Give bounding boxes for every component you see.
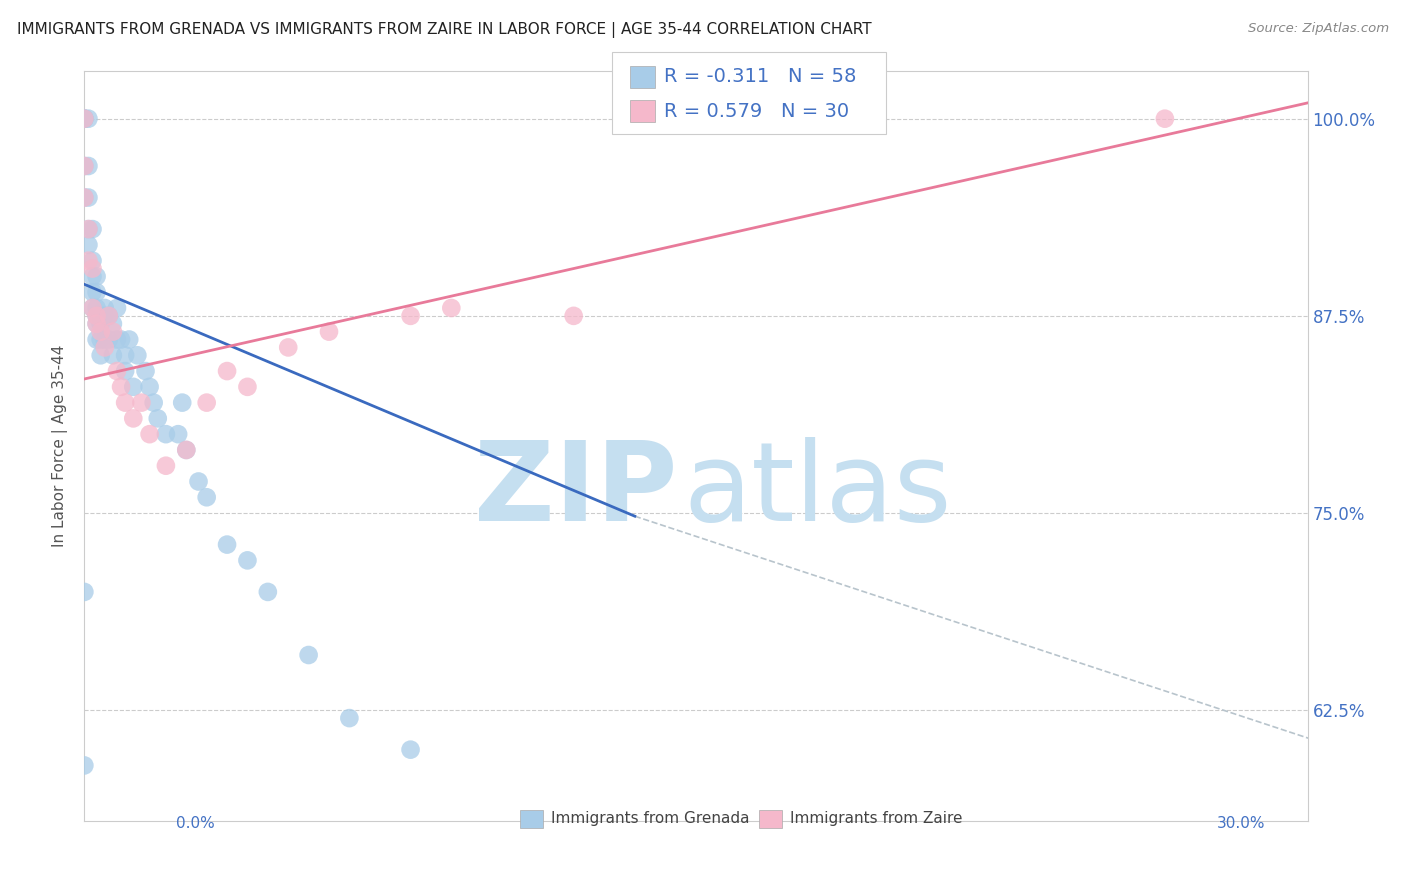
Point <box>77 238 100 252</box>
Point <box>90 309 112 323</box>
Point <box>195 490 218 504</box>
Point <box>86 317 108 331</box>
Point <box>77 112 100 126</box>
Point <box>73 112 96 126</box>
Point <box>122 380 145 394</box>
Point <box>277 340 299 354</box>
Text: R = 0.579   N = 30: R = 0.579 N = 30 <box>664 102 849 120</box>
Point <box>93 340 115 354</box>
Point <box>101 348 124 362</box>
Point <box>146 411 169 425</box>
Point <box>86 333 108 347</box>
Point <box>77 190 100 204</box>
Point <box>155 458 177 473</box>
Point <box>77 159 100 173</box>
Point <box>318 325 340 339</box>
Point <box>73 190 96 204</box>
Point <box>114 395 136 409</box>
Point <box>73 758 96 772</box>
Point <box>82 269 104 284</box>
Point <box>135 364 157 378</box>
Point <box>90 325 112 339</box>
Point <box>97 333 120 347</box>
Point <box>257 585 280 599</box>
Point <box>298 648 321 662</box>
Point <box>105 301 128 315</box>
Point <box>399 742 422 756</box>
Point <box>86 301 108 315</box>
Point <box>86 309 108 323</box>
Text: Immigrants from Grenada: Immigrants from Grenada <box>551 812 749 826</box>
Point <box>73 190 96 204</box>
Point <box>82 261 104 276</box>
Point <box>187 475 209 489</box>
Point <box>73 112 96 126</box>
Point <box>236 380 259 394</box>
Point <box>90 333 112 347</box>
Point <box>339 711 361 725</box>
Point <box>82 253 104 268</box>
Point <box>114 364 136 378</box>
Point <box>562 309 585 323</box>
Point <box>138 427 160 442</box>
Point <box>93 309 115 323</box>
Point <box>86 317 108 331</box>
Point <box>172 395 194 409</box>
Point <box>105 364 128 378</box>
Point <box>118 333 141 347</box>
Point <box>217 538 239 552</box>
Point <box>93 333 115 347</box>
Text: 30.0%: 30.0% <box>1218 816 1265 831</box>
Point <box>86 269 108 284</box>
Point <box>105 333 128 347</box>
Text: IMMIGRANTS FROM GRENADA VS IMMIGRANTS FROM ZAIRE IN LABOR FORCE | AGE 35-44 CORR: IMMIGRANTS FROM GRENADA VS IMMIGRANTS FR… <box>17 22 872 38</box>
Point <box>174 442 197 457</box>
Point <box>77 222 100 236</box>
Point <box>101 317 124 331</box>
Point <box>73 112 96 126</box>
Text: ZIP: ZIP <box>474 437 678 544</box>
Point <box>110 380 132 394</box>
Point <box>82 301 104 315</box>
Point <box>138 380 160 394</box>
Point <box>77 253 100 268</box>
Point <box>122 411 145 425</box>
Point <box>101 325 124 339</box>
Text: R = -0.311   N = 58: R = -0.311 N = 58 <box>664 67 856 87</box>
Point <box>155 427 177 442</box>
Text: Immigrants from Zaire: Immigrants from Zaire <box>790 812 963 826</box>
Point <box>142 395 165 409</box>
Point <box>217 364 239 378</box>
Y-axis label: In Labor Force | Age 35-44: In Labor Force | Age 35-44 <box>52 345 69 547</box>
Text: Source: ZipAtlas.com: Source: ZipAtlas.com <box>1249 22 1389 36</box>
Point <box>110 333 132 347</box>
Point <box>82 285 104 300</box>
Point <box>97 309 120 323</box>
Point <box>399 309 422 323</box>
Point <box>90 348 112 362</box>
Point <box>73 159 96 173</box>
Point <box>440 301 463 315</box>
Point <box>127 348 149 362</box>
Point <box>73 585 96 599</box>
Point <box>93 301 115 315</box>
Point <box>73 112 96 126</box>
Point <box>195 395 218 409</box>
Text: atlas: atlas <box>683 437 952 544</box>
Point <box>90 317 112 331</box>
Point <box>236 553 259 567</box>
Point <box>167 427 190 442</box>
Point <box>86 285 108 300</box>
Point <box>114 348 136 362</box>
Point <box>131 395 153 409</box>
Point <box>82 301 104 315</box>
Point <box>86 309 108 323</box>
Point <box>77 222 100 236</box>
Text: 0.0%: 0.0% <box>176 816 215 831</box>
Point <box>174 442 197 457</box>
Point <box>1154 112 1177 126</box>
Point <box>97 309 120 323</box>
Point <box>82 222 104 236</box>
Point <box>73 159 96 173</box>
